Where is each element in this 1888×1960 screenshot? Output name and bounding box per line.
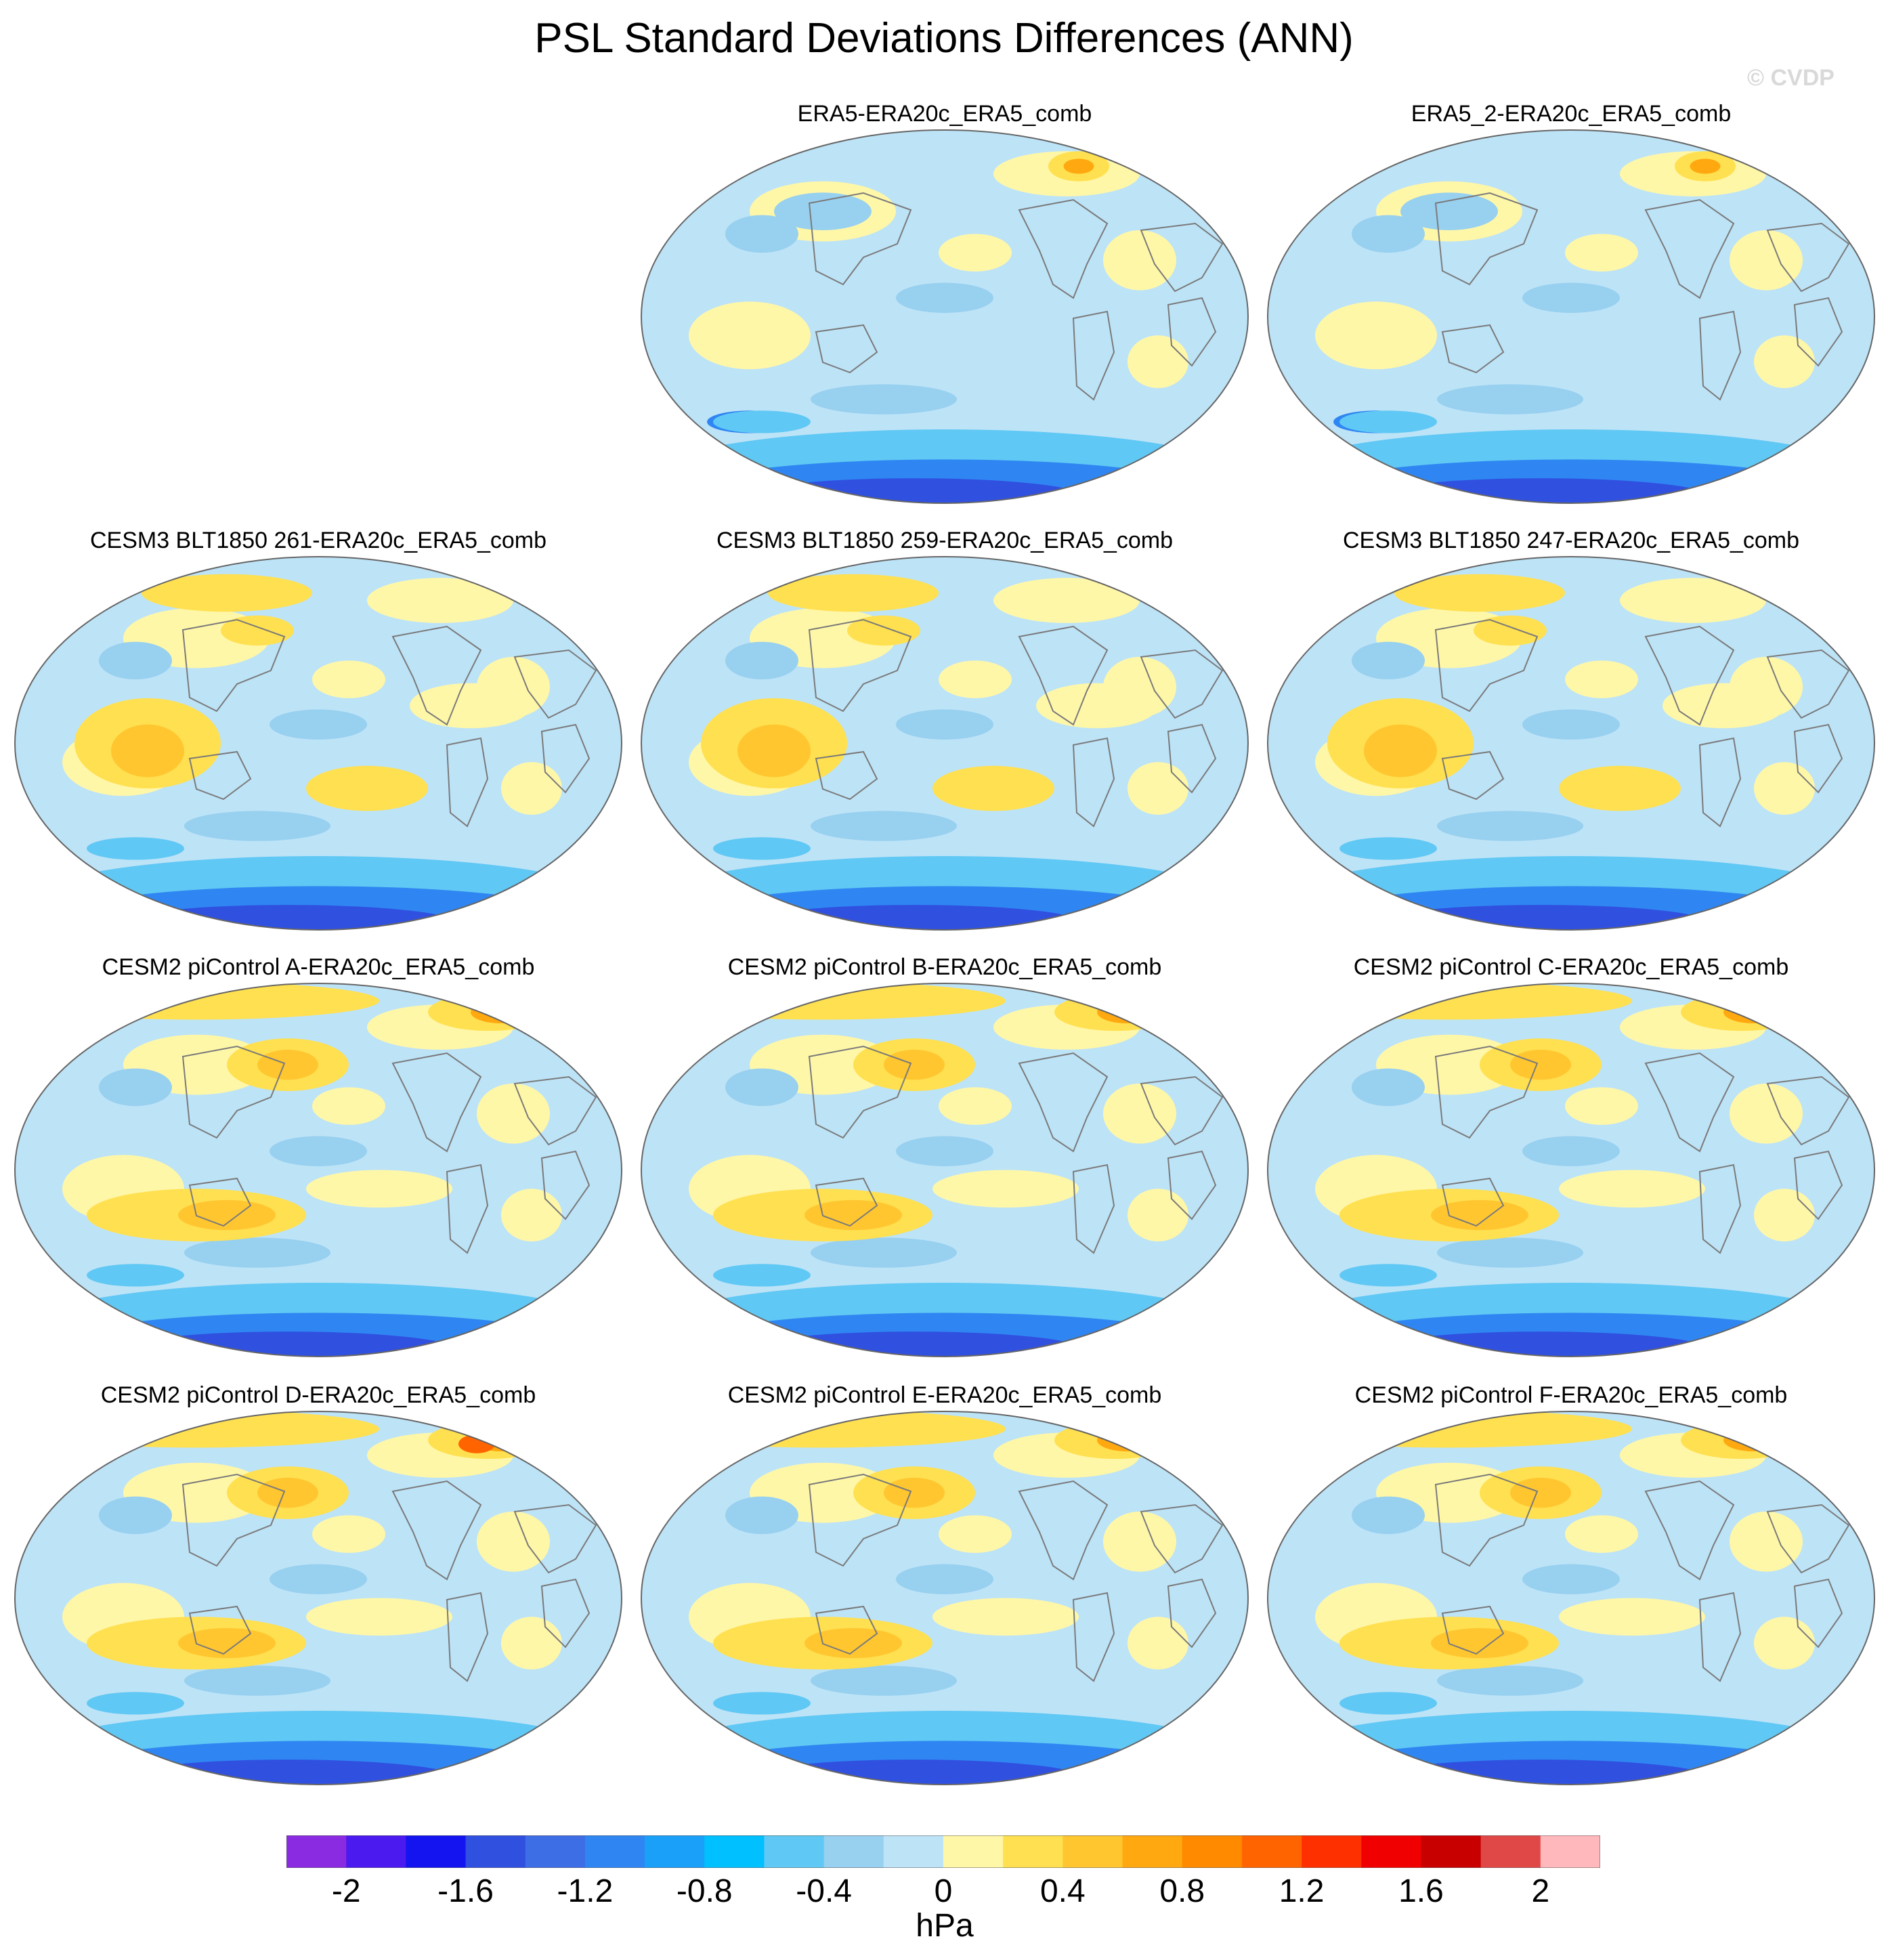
colorbar-swatch [525,1835,586,1868]
colorbar-tick-label: 1.6 [1398,1873,1444,1909]
colorbar-swatch [1063,1835,1123,1868]
colorbar-tick-label: -1.2 [557,1873,614,1909]
panel-label: CESM2 piControl A-ERA20c_ERA5_comb [102,954,535,980]
world-map [641,129,1249,504]
world-map [641,1411,1249,1785]
colorbar-tick-label: 0.4 [1039,1873,1086,1909]
colorbar-tick-label: 0 [934,1873,953,1909]
panel-label: CESM3 BLT1850 261-ERA20c_ERA5_comb [89,528,547,553]
panel-label: CESM2 piControl C-ERA20c_ERA5_comb [1353,954,1789,980]
colorbar-swatch [1003,1835,1063,1868]
colorbar-swatch [943,1835,1004,1868]
cvdp-credit: © CVDP [1747,65,1835,91]
colorbar-swatch [1361,1835,1421,1868]
colorbar [286,1835,1600,1868]
colorbar-swatch [1421,1835,1482,1868]
world-map [1267,556,1875,931]
panel-label: CESM3 BLT1850 247-ERA20c_ERA5_comb [1342,528,1800,553]
colorbar-tick-label: 1.2 [1279,1873,1325,1909]
colorbar-swatch [1480,1835,1541,1868]
colorbar-swatch [1241,1835,1302,1868]
world-map [641,556,1249,931]
colorbar-tick-label: 2 [1531,1873,1550,1909]
world-map [14,983,622,1357]
colorbar-swatch [764,1835,825,1868]
colorbar-tick-label: -1.6 [437,1873,494,1909]
colorbar-swatch [346,1835,406,1868]
colorbar-swatch [1540,1835,1600,1868]
colorbar-tick-label: 0.8 [1159,1873,1205,1909]
panel-label: CESM2 piControl D-ERA20c_ERA5_comb [100,1382,536,1408]
colorbar-swatch [823,1835,884,1868]
world-map [1267,1411,1875,1785]
colorbar-swatch [1302,1835,1362,1868]
world-map [1267,129,1875,504]
world-map [14,556,622,931]
colorbar-units: hPa [916,1908,974,1944]
colorbar-swatch [645,1835,705,1868]
panel-label: ERA5-ERA20c_ERA5_comb [797,101,1092,127]
world-map [14,1411,622,1785]
panel-label: CESM2 piControl E-ERA20c_ERA5_comb [727,1382,1162,1408]
colorbar-swatch [1122,1835,1183,1868]
colorbar-swatch [1182,1835,1243,1868]
world-map [641,983,1249,1357]
colorbar-swatch [704,1835,765,1868]
colorbar-tick-label: -2 [331,1873,361,1909]
colorbar-swatch [406,1835,467,1868]
colorbar-tick-label: -0.8 [676,1873,733,1909]
panel-label: CESM2 piControl F-ERA20c_ERA5_comb [1354,1382,1788,1408]
world-map [1267,983,1875,1357]
colorbar-swatch [465,1835,526,1868]
colorbar-swatch [286,1835,347,1868]
panel-label: CESM3 BLT1850 259-ERA20c_ERA5_comb [716,528,1174,553]
colorbar-swatch [584,1835,645,1868]
panel-label: ERA5_2-ERA20c_ERA5_comb [1411,101,1732,127]
panel-label: CESM2 piControl B-ERA20c_ERA5_comb [727,954,1162,980]
colorbar-tick-label: -0.4 [796,1873,852,1909]
figure-title: PSL Standard Deviations Differences (ANN… [534,15,1354,62]
colorbar-swatch [883,1835,944,1868]
